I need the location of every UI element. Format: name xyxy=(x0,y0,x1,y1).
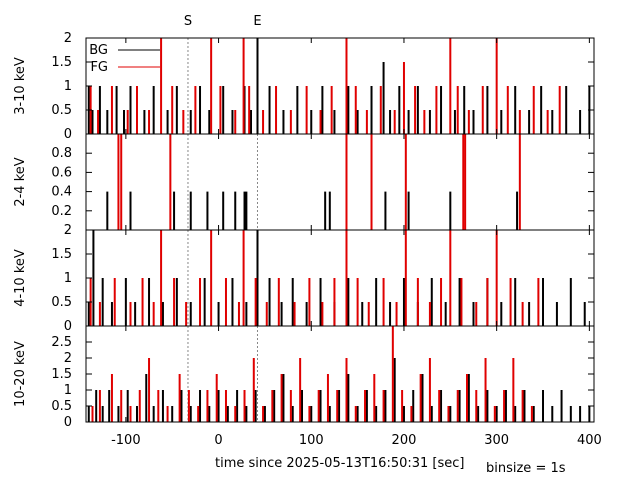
y-tick-label: 1.5 xyxy=(51,55,72,70)
panel-2: 0.2 0.4 0.6 0.8 2-4 keV xyxy=(13,133,595,231)
y-axis-label: 10-20 keV xyxy=(13,341,28,407)
y-tick-label: 0.2 xyxy=(51,204,72,219)
panel-frame xyxy=(85,37,595,135)
y-axis-label: 2-4 keV xyxy=(13,157,28,206)
x-tick-label: 200 xyxy=(392,433,417,448)
x-tick-label: 0 xyxy=(214,433,222,448)
marker-label-s: S xyxy=(184,14,192,29)
y-tick-label: 0.5 xyxy=(51,103,72,118)
y-tick-label: 2 xyxy=(64,223,72,238)
x-tick-label: 400 xyxy=(577,433,602,448)
x-axis: -100 0 100 200 300 400 xyxy=(111,433,602,448)
y-tick-label: 0.8 xyxy=(51,146,72,161)
y-tick-label: 1 xyxy=(64,79,72,94)
panel-3: 0 0.5 1 1.5 2 4-10 keV xyxy=(13,223,595,334)
x-tick-label: 100 xyxy=(299,433,324,448)
x-tick-label: -100 xyxy=(111,433,141,448)
legend-label-bg: BG xyxy=(89,43,108,58)
y-tick-label: 1 xyxy=(64,271,72,286)
x-axis-label: time since 2025-05-13T16:50:31 [sec] xyxy=(215,456,465,471)
y-tick-label: 2 xyxy=(64,31,72,46)
x-tick-label: 300 xyxy=(484,433,509,448)
legend-label-fg: FG xyxy=(90,60,108,75)
y-tick-label: 0 xyxy=(64,415,72,430)
panel-4: 00.511.522.5 10-20 keV xyxy=(13,325,595,430)
panel-1: 0 0.5 1 1.5 2 3-10 keV xyxy=(13,31,595,142)
y-tick-label: 1.5 xyxy=(51,247,72,262)
marker-label-e: E xyxy=(253,14,261,29)
legend: BG FG xyxy=(89,43,160,75)
y-tick-label: 1.5 xyxy=(51,367,72,382)
y-tick-label: 2 xyxy=(64,351,72,366)
y-tick-label: 0.4 xyxy=(51,185,72,200)
y-tick-label: 0 xyxy=(64,127,72,142)
y-axis-label: 3-10 keV xyxy=(13,57,28,115)
y-tick-label: 0 xyxy=(64,319,72,334)
y-tick-label: 1 xyxy=(64,383,72,398)
y-tick-label: 0.6 xyxy=(51,165,72,180)
binsize-label: binsize = 1s xyxy=(486,461,566,476)
y-axis-label: 4-10 keV xyxy=(13,249,28,307)
y-tick-label: 2.5 xyxy=(51,335,72,350)
y-tick-label: 0.5 xyxy=(51,399,72,414)
y-tick-label: 0.5 xyxy=(51,295,72,310)
